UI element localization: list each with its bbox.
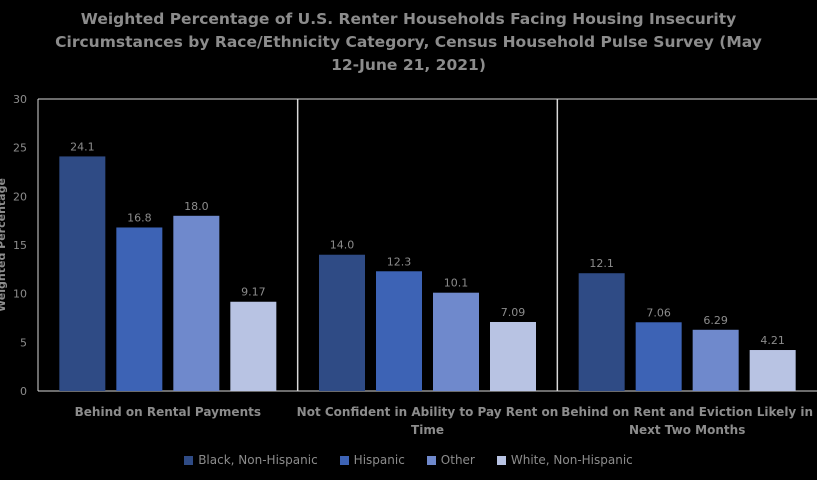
data-label: 12.3 xyxy=(387,255,412,268)
y-tick-label: 20 xyxy=(13,190,27,203)
bar xyxy=(635,322,682,391)
category-label: Not Confident in Ability to Pay Rent on xyxy=(297,405,559,419)
chart-title-line: 12-June 21, 2021) xyxy=(331,56,486,74)
legend-swatch xyxy=(339,455,349,465)
data-label: 24.1 xyxy=(70,140,95,153)
legend-item-other: Other xyxy=(426,453,475,467)
data-label: 7.09 xyxy=(501,306,526,319)
bar xyxy=(319,254,365,391)
data-label: 4.21 xyxy=(760,334,785,347)
legend-swatch xyxy=(184,455,194,465)
legend-label: White, Non-Hispanic xyxy=(510,453,633,467)
bar xyxy=(173,215,220,391)
category-label: Behind on Rent and Eviction Likely in xyxy=(561,405,813,419)
chart-title-line: Weighted Percentage of U.S. Renter House… xyxy=(80,10,737,28)
data-label: 9.17 xyxy=(241,286,266,299)
y-tick-label: 10 xyxy=(13,288,27,301)
y-tick-label: 5 xyxy=(20,336,27,349)
data-label: 10.1 xyxy=(444,277,469,290)
data-label: 6.29 xyxy=(703,314,728,327)
bar xyxy=(59,156,106,391)
chart-title: Weighted Percentage of U.S. Renter House… xyxy=(0,8,817,77)
bar xyxy=(116,227,163,391)
legend-item-hispanic: Hispanic xyxy=(339,453,405,467)
legend: Black, Non-Hispanic Hispanic Other White… xyxy=(0,453,817,467)
data-label: 14.0 xyxy=(330,239,355,252)
chart-title-line: Circumstances by Race/Ethnicity Category… xyxy=(55,33,762,51)
legend-swatch xyxy=(496,455,506,465)
y-tick-label: 30 xyxy=(13,93,27,106)
legend-swatch xyxy=(426,455,436,465)
data-label: 16.8 xyxy=(127,211,152,224)
y-tick-label: 15 xyxy=(13,239,27,252)
bar xyxy=(433,292,479,391)
bar xyxy=(376,271,422,391)
legend-item-white: White, Non-Hispanic xyxy=(496,453,633,467)
legend-item-black: Black, Non-Hispanic xyxy=(184,453,318,467)
bar xyxy=(490,321,536,391)
y-axis-title: Weighted Percentage xyxy=(0,178,8,312)
data-label: 7.06 xyxy=(646,306,671,319)
category-label: Behind on Rental Payments xyxy=(75,405,261,419)
bar xyxy=(749,350,796,391)
legend-label: Hispanic xyxy=(353,453,405,467)
bar xyxy=(692,329,739,391)
data-label: 12.1 xyxy=(589,257,614,270)
y-tick-label: 25 xyxy=(13,142,27,155)
category-label: Next Two Months xyxy=(629,423,745,437)
legend-label: Other xyxy=(440,453,475,467)
bar xyxy=(578,273,625,391)
y-tick-label: 0 xyxy=(20,385,27,398)
category-label: Time xyxy=(411,423,444,437)
legend-label: Black, Non-Hispanic xyxy=(198,453,318,467)
data-label: 18.0 xyxy=(184,200,209,213)
bar xyxy=(230,301,277,391)
